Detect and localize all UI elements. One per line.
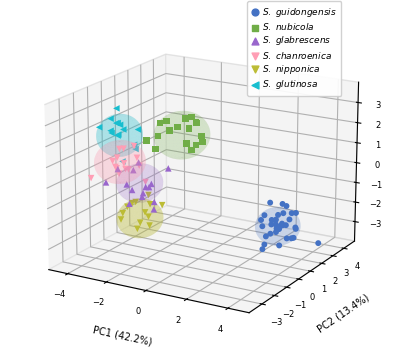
- Legend: $\it{S.\ guidongensis}$, $\it{S.\ nubicola}$, $\it{S.\ glabrescens}$, $\it{S.\ c: $\it{S.\ guidongensis}$, $\it{S.\ nubico…: [247, 1, 342, 95]
- Y-axis label: PC2 (13.4%): PC2 (13.4%): [315, 293, 371, 335]
- X-axis label: PC1 (42.2%): PC1 (42.2%): [92, 325, 153, 348]
